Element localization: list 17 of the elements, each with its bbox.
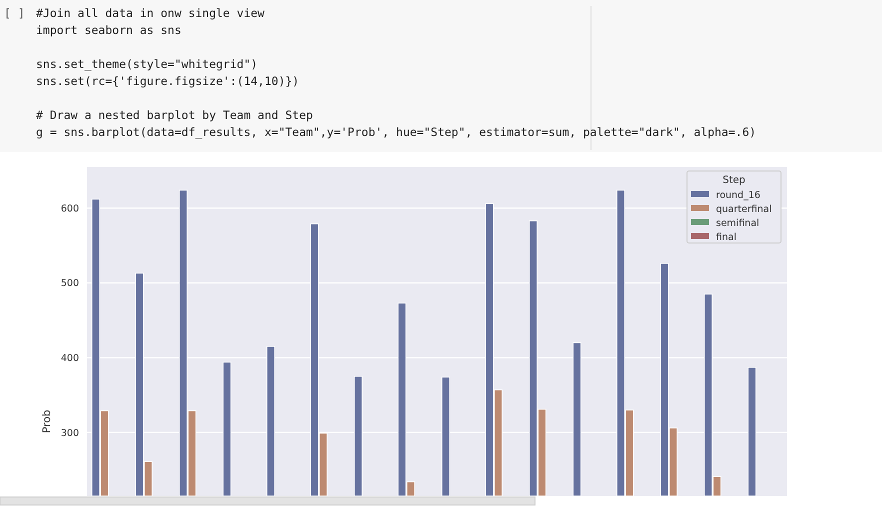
legend-title: Step [722, 175, 746, 186]
legend-label: quarterfinal [716, 204, 772, 215]
legend-label: round_16 [716, 190, 760, 201]
y-axis-title: Prob [41, 410, 53, 434]
y-tick-label: 300 [60, 428, 79, 439]
text: #Join all data in onw single view [36, 6, 265, 20]
text: sns.set(rc={'figure.figsize':(14,10)}) [36, 74, 300, 88]
legend-label: final [716, 232, 736, 243]
legend-label: semifinal [716, 218, 760, 229]
text: g = sns.barplot(data=df_results, x="Team",y='Prob', hue="Step", estimator=sum, palette="dark", alpha=.6) [36, 125, 756, 139]
text: [ ] [4, 6, 25, 20]
y-tick-label: 400 [60, 352, 79, 364]
text: sns.set_theme(style="whitegrid") [36, 57, 258, 71]
y-tick-label: 600 [60, 203, 79, 214]
text: # Draw a nested barplot by Team and Step [36, 108, 314, 122]
text: import seaborn as sns [36, 23, 182, 37]
y-tick-label: 500 [60, 278, 79, 290]
